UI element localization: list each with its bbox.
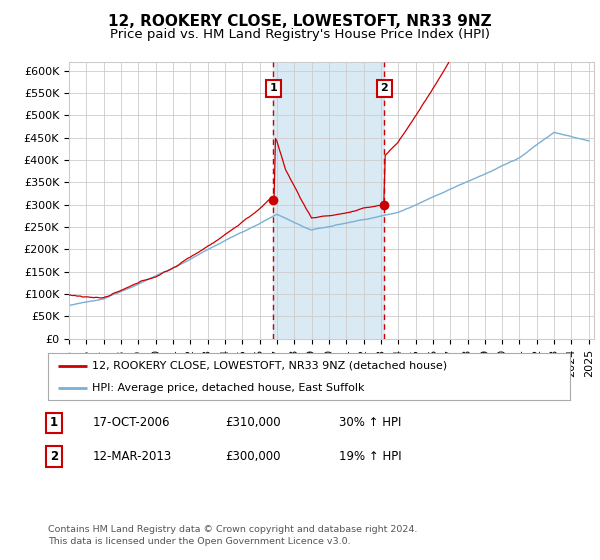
Text: 30% ↑ HPI: 30% ↑ HPI [339, 416, 401, 430]
Text: 1: 1 [50, 416, 58, 430]
Text: HPI: Average price, detached house, East Suffolk: HPI: Average price, detached house, East… [92, 382, 365, 393]
Text: 12, ROOKERY CLOSE, LOWESTOFT, NR33 9NZ (detached house): 12, ROOKERY CLOSE, LOWESTOFT, NR33 9NZ (… [92, 361, 448, 371]
Text: Contains HM Land Registry data © Crown copyright and database right 2024.
This d: Contains HM Land Registry data © Crown c… [48, 525, 418, 546]
Text: Price paid vs. HM Land Registry's House Price Index (HPI): Price paid vs. HM Land Registry's House … [110, 28, 490, 41]
Text: 12-MAR-2013: 12-MAR-2013 [93, 450, 172, 463]
Text: 12, ROOKERY CLOSE, LOWESTOFT, NR33 9NZ: 12, ROOKERY CLOSE, LOWESTOFT, NR33 9NZ [108, 14, 492, 29]
Bar [274, 62, 385, 339]
Text: 19% ↑ HPI: 19% ↑ HPI [339, 450, 401, 463]
Text: 2: 2 [380, 83, 388, 94]
Text: £300,000: £300,000 [225, 450, 281, 463]
Text: 2: 2 [50, 450, 58, 463]
Text: £310,000: £310,000 [225, 416, 281, 430]
Text: 1: 1 [269, 83, 277, 94]
Text: 17-OCT-2006: 17-OCT-2006 [93, 416, 170, 430]
